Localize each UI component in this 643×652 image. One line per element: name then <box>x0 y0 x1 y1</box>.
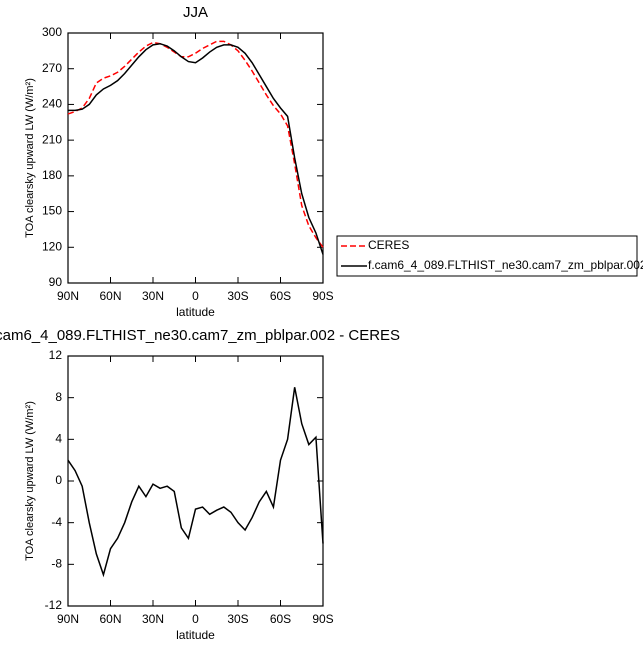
legend-box <box>336 235 638 277</box>
x-tick-label: 60S <box>270 289 291 303</box>
x-tick-label: 60S <box>270 612 291 626</box>
data-line <box>67 40 324 248</box>
chart-title: JJA <box>183 4 208 21</box>
y-axis-label: TOA clearsky upward LW (W/m²) <box>24 78 36 238</box>
y-tick-label: -12 <box>45 598 63 612</box>
x-tick-label: 60N <box>99 289 121 303</box>
y-tick-label: 150 <box>42 204 62 218</box>
x-tick-label: 0 <box>192 612 199 626</box>
x-tick-label: 90N <box>57 289 79 303</box>
x-axis-label: latitude <box>176 305 215 319</box>
y-tick-label: 12 <box>49 348 63 362</box>
data-line <box>68 42 324 255</box>
legend-label: f.cam6_4_089.FLTHIST_ne30.cam7_zm_pblpar… <box>368 258 643 272</box>
y-tick-label: 4 <box>55 432 62 446</box>
y-tick-label: 0 <box>55 473 62 487</box>
chart-title: .cam6_4_089.FLTHIST_ne30.cam7_zm_pblpar.… <box>0 327 400 344</box>
y-tick-label: 120 <box>42 239 62 253</box>
y-tick-label: 90 <box>49 275 63 289</box>
x-tick-label: 0 <box>192 289 199 303</box>
data-line <box>67 387 324 578</box>
x-tick-label: 30S <box>227 612 248 626</box>
x-axis-label: latitude <box>176 628 215 642</box>
plot-frame <box>67 32 324 284</box>
x-tick-label: 90N <box>57 612 79 626</box>
x-tick-label: 30S <box>227 289 248 303</box>
y-axis-label: TOA clearsky upward LW (W/m²) <box>24 401 36 561</box>
y-tick-label: -8 <box>51 557 62 571</box>
y-tick-label: -4 <box>51 515 62 529</box>
x-tick-label: 90S <box>312 289 333 303</box>
x-tick-label: 30N <box>142 289 164 303</box>
x-tick-label: 60N <box>99 612 121 626</box>
x-tick-label: 30N <box>142 612 164 626</box>
legend-label: CERES <box>368 238 409 252</box>
y-tick-label: 240 <box>42 97 62 111</box>
y-tick-label: 180 <box>42 168 62 182</box>
y-tick-label: 300 <box>42 25 62 39</box>
y-tick-label: 8 <box>55 390 62 404</box>
plot-frame <box>67 355 324 607</box>
x-tick-label: 90S <box>312 612 333 626</box>
y-tick-label: 210 <box>42 132 62 146</box>
y-tick-label: 270 <box>42 61 62 75</box>
